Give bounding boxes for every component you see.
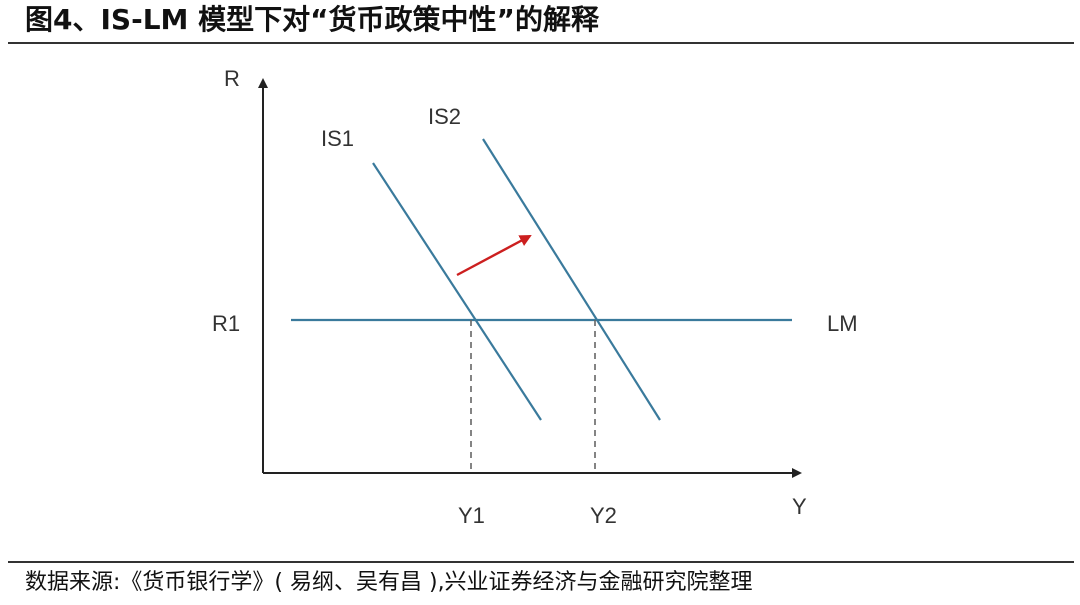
top-divider (8, 42, 1074, 44)
lm-label: LM (827, 311, 858, 336)
y2-label: Y2 (590, 503, 617, 528)
x-axis-label: Y (792, 494, 807, 519)
shift-arrow (456, 234, 532, 277)
y1-label: Y1 (458, 503, 485, 528)
is1-label: IS1 (321, 126, 354, 151)
is2-curve (482, 138, 661, 421)
y-axis-label: R (224, 66, 240, 91)
is2-label: IS2 (428, 104, 461, 129)
is1-curve (372, 162, 542, 421)
figure-title: 图4、IS-LM 模型下对“货币政策中性”的解释 (25, 3, 599, 36)
r1-label: R1 (212, 311, 240, 336)
source-note: 数据来源:《货币银行学》( 易纲、吴有昌 ),兴业证券经济与金融研究院整理 (25, 570, 753, 595)
bottom-divider (8, 561, 1074, 563)
